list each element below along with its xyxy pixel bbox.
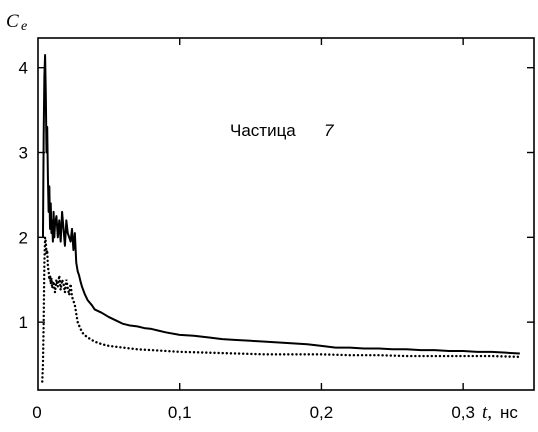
y-axis-subscript: e <box>21 19 27 34</box>
y-tick-label: 3 <box>19 144 28 163</box>
x-tick-label: 0,3 <box>451 403 475 422</box>
x-axis-symbol: t, <box>482 402 492 423</box>
x-axis-unit: нс <box>500 403 518 422</box>
tick-marks <box>38 38 534 390</box>
y-tick-label: 4 <box>19 59 28 78</box>
y-tick-label: 2 <box>19 228 28 247</box>
x-tick-labels: 0 0,1 0,2 0,3 <box>32 403 475 422</box>
plot-frame <box>37 37 535 391</box>
annotation-number: 7 <box>324 121 334 140</box>
x-tick-label: 0 <box>32 403 41 422</box>
series-lines <box>41 53 522 383</box>
annotation-label: Частица <box>230 121 296 140</box>
series-solid-line <box>41 53 520 355</box>
y-tick-label: 1 <box>19 313 28 332</box>
x-tick-label: 0,2 <box>310 403 334 422</box>
series-dotted-line <box>41 237 522 383</box>
y-tick-labels: 1 2 3 4 <box>19 59 28 332</box>
x-tick-label: 0,1 <box>168 403 192 422</box>
y-axis-symbol: C <box>6 11 19 32</box>
